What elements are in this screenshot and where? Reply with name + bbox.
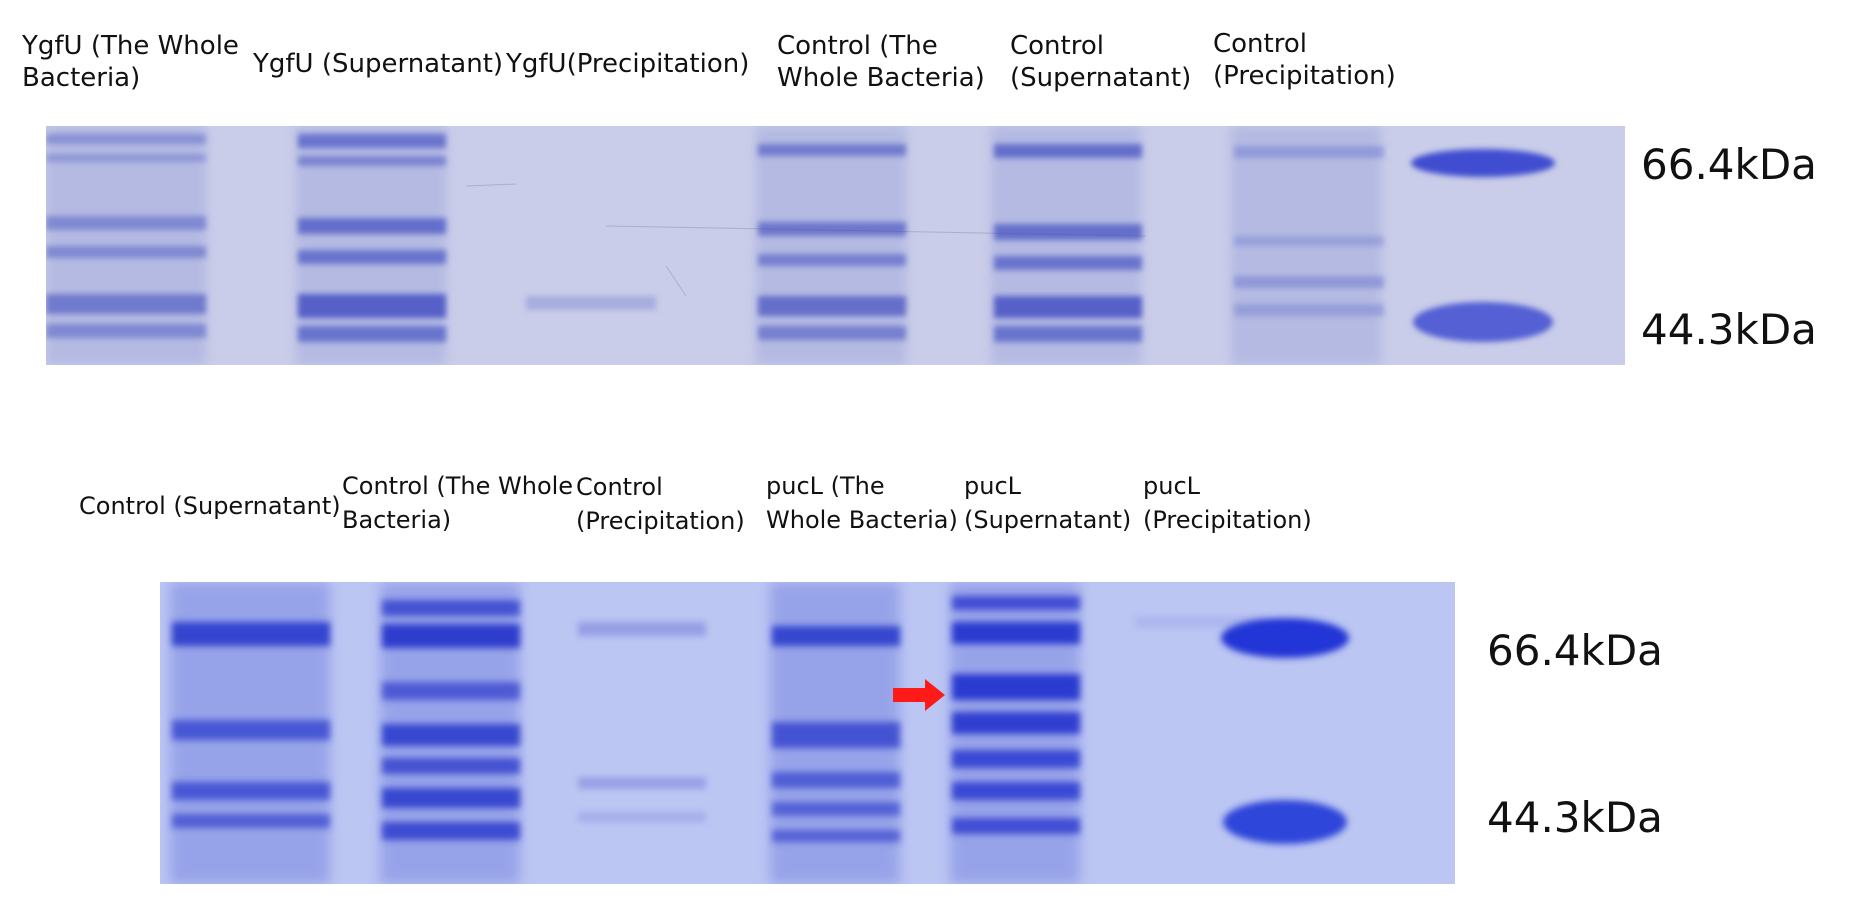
- top-gel-image: [46, 126, 1625, 365]
- top-marker-66kda: 66.4kDa: [1641, 140, 1817, 189]
- top-lane-label-4: Control (The Whole Bacteria): [777, 31, 985, 93]
- red-arrow-icon: [893, 679, 945, 711]
- bottom-lane-label-1: Control (Supernatant): [79, 492, 341, 520]
- bottom-gel-image: [160, 582, 1455, 884]
- top-lane-label-1: YgfU (The Whole Bacteria): [22, 31, 239, 93]
- bottom-marker-66kda: 66.4kDa: [1487, 626, 1663, 675]
- top-lane-label-5: Control (Supernatant): [1010, 31, 1192, 93]
- top-lane-label-6: Control (Precipitation): [1213, 29, 1396, 91]
- bottom-lane-label-4: pucL (The Whole Bacteria): [766, 472, 958, 534]
- bottom-marker-44kda: 44.3kDa: [1487, 793, 1663, 842]
- top-marker-44kda: 44.3kDa: [1641, 305, 1817, 354]
- bottom-lane-label-6: pucL (Precipitation): [1143, 472, 1312, 534]
- top-lane-label-3: YgfU(Precipitation): [506, 49, 750, 79]
- top-lane-label-2: YgfU (Supernatant): [253, 49, 504, 79]
- bottom-lane-label-2: Control (The Whole Bacteria): [342, 472, 574, 534]
- bottom-lane-label-3: Control (Precipitation): [576, 473, 745, 535]
- bottom-lane-label-5: pucL (Supernatant): [964, 472, 1132, 534]
